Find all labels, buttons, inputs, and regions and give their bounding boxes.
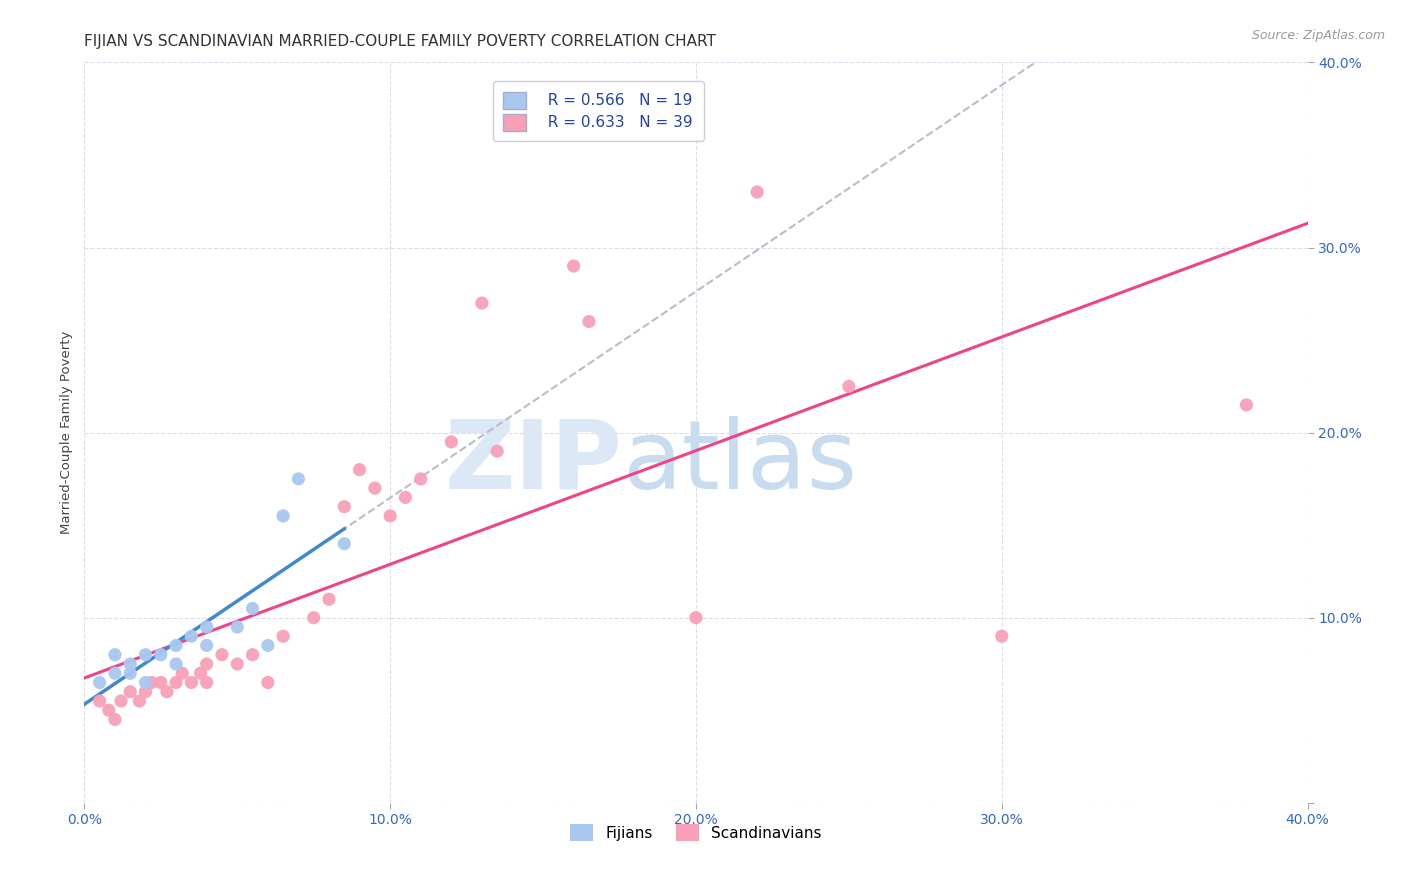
Point <box>97 703 120 717</box>
Point <box>128 694 150 708</box>
Point <box>120 657 142 671</box>
Point <box>271 508 294 523</box>
Point <box>242 648 264 662</box>
Point <box>226 620 249 634</box>
Point <box>349 462 371 476</box>
Text: ZIP: ZIP <box>444 416 623 508</box>
Point <box>180 629 202 643</box>
Point <box>149 648 172 662</box>
Point <box>104 713 127 727</box>
Legend: Fijians, Scandinavians: Fijians, Scandinavians <box>564 818 828 847</box>
Point <box>172 666 194 681</box>
Point <box>135 675 157 690</box>
Point <box>110 694 132 708</box>
Point <box>165 675 187 690</box>
Point <box>486 444 509 458</box>
Point <box>364 481 387 495</box>
Point <box>287 472 309 486</box>
Point <box>120 685 142 699</box>
Point <box>135 685 157 699</box>
Point <box>195 620 218 634</box>
Point <box>685 610 707 624</box>
Point <box>180 675 202 690</box>
Point <box>1236 398 1258 412</box>
Point <box>302 610 325 624</box>
Point <box>120 666 142 681</box>
Point <box>380 508 402 523</box>
Text: atlas: atlas <box>623 416 858 508</box>
Point <box>242 601 264 615</box>
Point <box>747 185 769 199</box>
Point <box>409 472 432 486</box>
Point <box>195 675 218 690</box>
Point <box>190 666 212 681</box>
Point <box>333 500 356 514</box>
Point <box>89 675 111 690</box>
Point <box>141 675 163 690</box>
Text: FIJIAN VS SCANDINAVIAN MARRIED-COUPLE FAMILY POVERTY CORRELATION CHART: FIJIAN VS SCANDINAVIAN MARRIED-COUPLE FA… <box>84 34 716 49</box>
Point <box>89 694 111 708</box>
Point <box>440 434 463 449</box>
Point <box>165 639 187 653</box>
Y-axis label: Married-Couple Family Poverty: Married-Couple Family Poverty <box>60 331 73 534</box>
Point <box>333 536 356 550</box>
Point <box>156 685 179 699</box>
Point <box>195 657 218 671</box>
Point <box>318 592 340 607</box>
Text: Source: ZipAtlas.com: Source: ZipAtlas.com <box>1251 29 1385 42</box>
Point <box>271 629 294 643</box>
Point <box>104 648 127 662</box>
Point <box>135 648 157 662</box>
Point <box>578 314 600 328</box>
Point <box>211 648 233 662</box>
Point <box>562 259 585 273</box>
Point <box>195 639 218 653</box>
Point <box>471 296 494 310</box>
Point <box>838 379 860 393</box>
Point <box>104 666 127 681</box>
Point <box>991 629 1014 643</box>
Point <box>394 491 416 505</box>
Point <box>257 675 280 690</box>
Point <box>257 639 280 653</box>
Point <box>226 657 249 671</box>
Point <box>165 657 187 671</box>
Point <box>149 675 172 690</box>
